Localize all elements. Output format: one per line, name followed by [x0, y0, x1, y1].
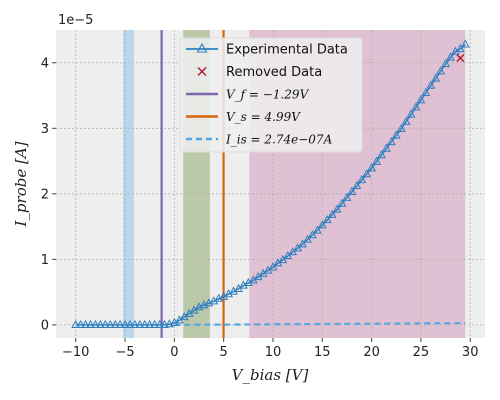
data-point: [342, 192, 352, 201]
data-point: [150, 319, 160, 328]
data-point: [140, 319, 150, 328]
x-tick-label: 30: [462, 345, 479, 360]
data-point: [357, 175, 367, 184]
data-point: [76, 319, 86, 328]
legend-x-marker: [197, 67, 207, 76]
data-point: [436, 66, 446, 75]
y-tick-label: 0: [41, 318, 49, 333]
y-tick-label: 3: [41, 122, 49, 137]
data-point: [332, 204, 342, 213]
series-line: [75, 43, 466, 326]
y-tick-label: 2: [41, 187, 49, 202]
ion-fit-dashed-line: [174, 322, 466, 326]
data-point: [283, 251, 293, 260]
data-point: [406, 109, 416, 118]
data-point: [431, 73, 441, 82]
data-point: [100, 319, 110, 328]
legend-label: V_f = −1.29V: [226, 88, 310, 102]
removed-point: [456, 54, 465, 63]
y-tick-label: 4: [41, 56, 49, 71]
x-tick-label: −5: [115, 345, 134, 360]
y-offset-text: 1e−5: [58, 13, 93, 28]
data-point: [317, 220, 327, 229]
data-point: [352, 180, 362, 190]
data-point: [105, 319, 115, 328]
data-point: [455, 43, 465, 53]
data-point: [386, 137, 396, 146]
legend-entry-vs: V_s = 4.99V: [186, 110, 301, 124]
data-point: [322, 214, 332, 224]
data-point: [401, 116, 411, 125]
data-point: [91, 319, 100, 328]
data-point: [164, 319, 174, 328]
removed-points: [456, 54, 465, 63]
x-tick-label: −10: [62, 345, 89, 360]
grid: [56, 30, 485, 338]
legend-entry-vf: V_f = −1.29V: [186, 88, 310, 102]
data-point: [411, 102, 421, 111]
data-point: [327, 209, 337, 218]
x-tick-label: 10: [265, 345, 282, 360]
legend-triangle-marker: [196, 42, 208, 53]
data-point: [367, 163, 377, 172]
data-point: [86, 319, 95, 328]
legend-label: V_s = 4.99V: [226, 110, 301, 124]
data-point: [145, 319, 155, 328]
data-point: [95, 319, 105, 328]
legend-label: Removed Data: [226, 65, 322, 80]
data-point: [347, 186, 357, 195]
data-point: [426, 80, 436, 89]
data-point: [298, 239, 307, 248]
data-point: [288, 247, 298, 256]
data-point: [441, 59, 450, 68]
ion-saturation-span: [123, 30, 134, 338]
data-point: [372, 156, 381, 165]
data-point: [446, 52, 455, 61]
x-tick-label: 0: [170, 345, 178, 360]
ion-fit-line: [174, 322, 466, 326]
legend: Experimental Data Removed Data V_f = −1.29…: [179, 37, 363, 153]
legend-label: I_is = 2.74e−07A: [225, 133, 333, 147]
data-point: [120, 319, 130, 328]
data-point: [377, 150, 386, 159]
axis-ticks: −10 −5 0 5 10 15 20 25 30 0 1 2 3 4: [41, 56, 479, 360]
data-point: [312, 225, 322, 234]
data-point: [125, 319, 135, 328]
data-point: [396, 123, 406, 133]
data-point: [278, 254, 288, 264]
data-point: [268, 262, 278, 271]
data-point: [293, 243, 303, 252]
legend-entry-experimental: Experimental Data: [186, 43, 348, 58]
data-point: [303, 234, 312, 243]
legend-entry-iis: I_is = 2.74e−07A: [186, 133, 333, 147]
x-tick-label: 15: [314, 345, 331, 360]
data-point: [155, 319, 164, 328]
legend-entry-removed: Removed Data: [197, 65, 322, 80]
legend-box: [179, 37, 363, 153]
data-point: [115, 319, 125, 328]
data-point: [381, 143, 391, 152]
legend-label: Experimental Data: [226, 43, 348, 58]
data-point: [71, 319, 81, 328]
data-point: [362, 169, 372, 178]
x-tick-label: 25: [413, 345, 430, 360]
data-point: [307, 230, 317, 239]
data-point: [416, 95, 426, 104]
data-point: [110, 319, 120, 328]
data-point: [421, 87, 431, 97]
data-point: [130, 319, 140, 328]
data-point: [460, 39, 470, 48]
data-point: [81, 319, 91, 328]
data-point: [337, 198, 347, 207]
x-axis-label: V_bias [V]: [232, 366, 309, 384]
y-axis-label: I_probe [A]: [12, 141, 30, 227]
data-point: [160, 319, 169, 328]
y-tick-label: 1: [41, 253, 49, 268]
data-series: [71, 39, 470, 328]
data-point: [391, 130, 401, 139]
data-point: [135, 319, 145, 328]
x-tick-label: 5: [220, 345, 228, 360]
x-tick-label: 20: [363, 345, 380, 360]
